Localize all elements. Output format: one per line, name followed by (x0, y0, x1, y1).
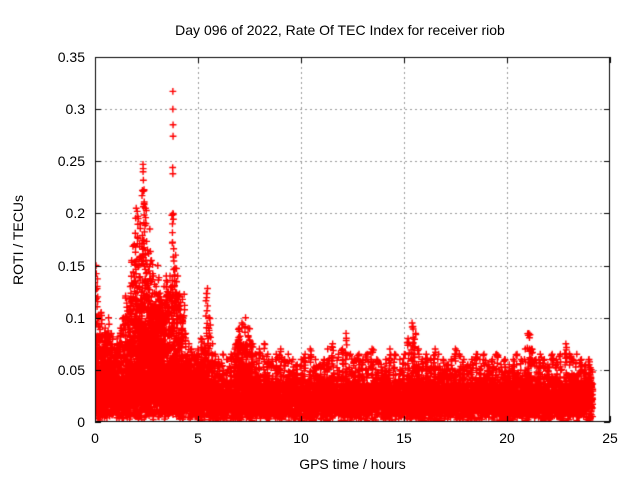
y-tick-label-0.05: 0.05 (57, 361, 85, 378)
x-axis-label: GPS time / hours (299, 456, 406, 472)
y-tick-label-0.15: 0.15 (57, 257, 85, 274)
x-tick-label-10: 10 (293, 430, 309, 446)
y-tick-label-0.1: 0.1 (65, 309, 85, 326)
y-tick-label-0: 0 (77, 414, 85, 430)
chart-title: Day 096 of 2022, Rate Of TEC Index for r… (175, 22, 505, 38)
x-tick-label-0: 0 (91, 430, 99, 446)
y-tick-label-0.35: 0.35 (57, 49, 85, 65)
y-tick-label-0.2: 0.2 (65, 205, 85, 222)
x-tick-label-20: 20 (499, 430, 515, 446)
y-tick-label-0.25: 0.25 (57, 153, 85, 170)
x-tick-label-25: 25 (602, 430, 618, 446)
y-axis-label: ROTI / TECUs (10, 195, 26, 285)
x-tick-label-15: 15 (396, 430, 412, 446)
y-tick-label-0.3: 0.3 (65, 101, 85, 118)
x-tick-label-5: 5 (194, 430, 202, 446)
